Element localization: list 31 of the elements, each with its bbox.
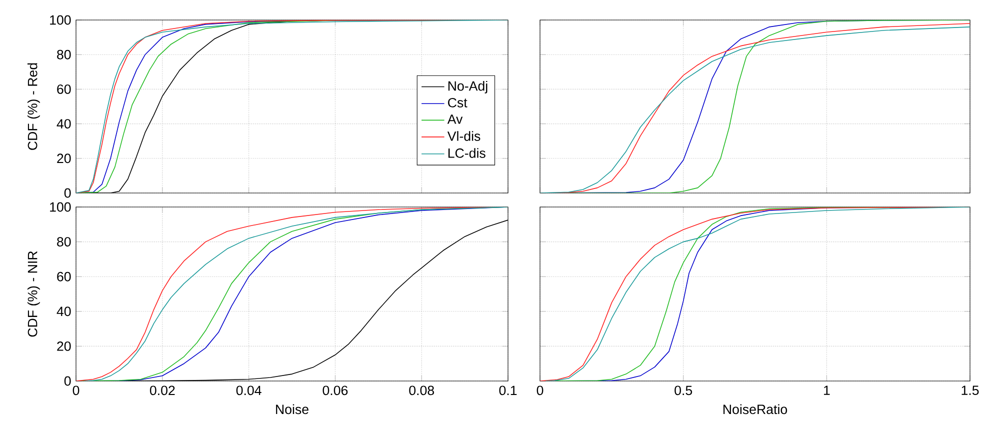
y-axis-title: CDF (%) - Red <box>27 63 40 150</box>
x-tick-label: 0.08 <box>409 386 434 396</box>
y-tick-label: 40 <box>56 119 71 129</box>
y-tick-label: 0 <box>64 188 71 198</box>
x-tick-label: 0.04 <box>236 386 262 396</box>
x-axis-title: Noise <box>276 404 308 414</box>
y-tick-label: 20 <box>57 341 71 351</box>
x-axis-title: NoiseRatio <box>723 404 788 414</box>
x-tick-label: 0.1 <box>499 386 517 396</box>
y-tick-label: 0 <box>64 376 71 386</box>
y-tick-label: 20 <box>57 154 71 164</box>
x-tick-label: 1.5 <box>962 386 979 396</box>
x-tick-label: 0 <box>536 386 544 396</box>
y-tick-label: 40 <box>56 306 71 316</box>
y-tick-label: 60 <box>57 84 71 94</box>
legend-label: Cst <box>448 98 468 108</box>
x-tick-label: 1 <box>824 386 830 395</box>
y-tick-label: 60 <box>57 272 71 282</box>
x-tick-label: 0.5 <box>674 386 692 396</box>
y-tick-label: 80 <box>57 50 71 60</box>
legend-label: LC-dis <box>448 148 486 158</box>
legend-label: Vl-dis <box>447 131 480 141</box>
x-tick-label: 0.02 <box>150 386 175 396</box>
x-tick-label: 0.06 <box>322 386 348 396</box>
y-tick-label: 80 <box>57 237 71 247</box>
y-axis-title: CDF (%) - NIR <box>27 251 40 337</box>
x-tick-label: 0 <box>72 386 80 396</box>
y-tick-label: 100 <box>50 15 71 25</box>
y-tick-label: 100 <box>50 202 71 212</box>
legend-label: Av <box>447 114 463 124</box>
legend-label: No-Adj <box>448 80 488 94</box>
